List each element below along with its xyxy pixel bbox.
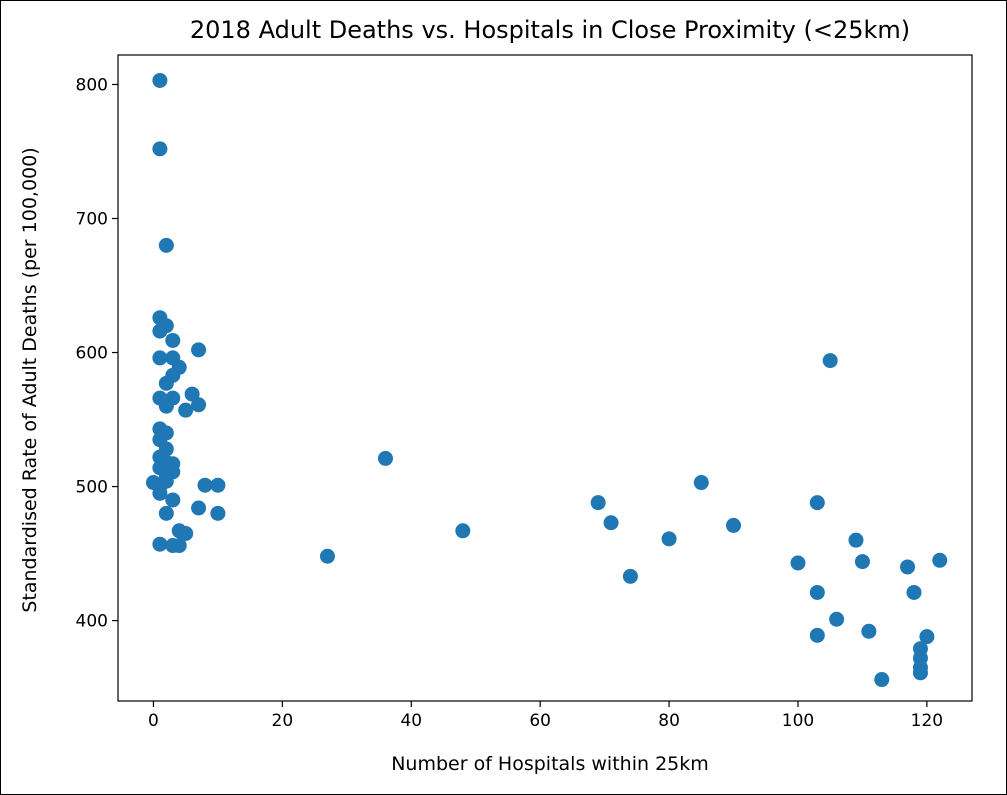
- y-axis-ticks: 400 500 600 700 800: [76, 75, 118, 632]
- data-point: [158, 398, 174, 414]
- data-point: [158, 375, 174, 391]
- data-point: [590, 495, 606, 511]
- data-point: [622, 568, 638, 584]
- data-point: [158, 237, 174, 253]
- x-tick-label: 40: [400, 711, 422, 731]
- data-point: [152, 350, 168, 366]
- data-point: [874, 672, 890, 688]
- x-tick-label: 120: [911, 711, 943, 731]
- data-point: [906, 584, 922, 600]
- data-point: [726, 517, 742, 533]
- x-tick-label: 60: [529, 711, 551, 731]
- y-tick-label: 600: [76, 344, 108, 364]
- scatter-points: [145, 72, 948, 688]
- data-point: [152, 141, 168, 157]
- chart-title: 2018 Adult Deaths vs. Hospitals in Close…: [190, 16, 910, 44]
- data-point: [319, 548, 335, 564]
- data-point: [919, 629, 935, 645]
- data-point: [900, 559, 916, 575]
- data-point: [829, 611, 845, 627]
- data-point: [912, 665, 928, 681]
- data-point: [158, 505, 174, 521]
- data-point: [455, 523, 471, 539]
- data-point: [191, 397, 207, 413]
- data-point: [158, 473, 174, 489]
- data-point: [809, 627, 825, 643]
- data-point: [809, 495, 825, 511]
- x-tick-label: 0: [148, 711, 159, 731]
- data-point: [932, 552, 948, 568]
- y-tick-label: 400: [76, 612, 108, 632]
- y-tick-label: 500: [76, 478, 108, 498]
- y-tick-label: 800: [76, 75, 108, 95]
- data-point: [165, 332, 181, 348]
- data-point: [822, 353, 838, 369]
- x-tick-label: 20: [272, 711, 294, 731]
- data-point: [809, 584, 825, 600]
- data-point: [152, 72, 168, 88]
- data-point: [377, 450, 393, 466]
- y-tick-label: 700: [76, 210, 108, 230]
- y-axis-label: Standardised Rate of Adult Deaths (per 1…: [19, 147, 41, 612]
- x-axis-label: Number of Hospitals within 25km: [391, 753, 709, 775]
- data-point: [854, 554, 870, 570]
- data-point: [861, 623, 877, 639]
- data-point: [152, 485, 168, 501]
- data-point: [603, 515, 619, 531]
- data-point: [210, 505, 226, 521]
- data-point: [191, 342, 207, 358]
- data-point: [171, 538, 187, 554]
- data-point: [661, 531, 677, 547]
- data-point: [210, 477, 226, 493]
- data-point: [191, 500, 207, 516]
- x-tick-label: 100: [782, 711, 814, 731]
- data-point: [790, 555, 806, 571]
- data-point: [178, 525, 194, 541]
- data-point: [158, 318, 174, 334]
- plot-area: [117, 54, 973, 702]
- x-axis-ticks: 0 20 40 60 80 100 120: [148, 701, 943, 731]
- data-point: [693, 475, 709, 491]
- data-point: [152, 536, 168, 552]
- x-tick-label: 80: [658, 711, 680, 731]
- data-point: [848, 532, 864, 548]
- data-point: [178, 402, 194, 418]
- data-point: [165, 492, 181, 508]
- data-point: [197, 477, 213, 493]
